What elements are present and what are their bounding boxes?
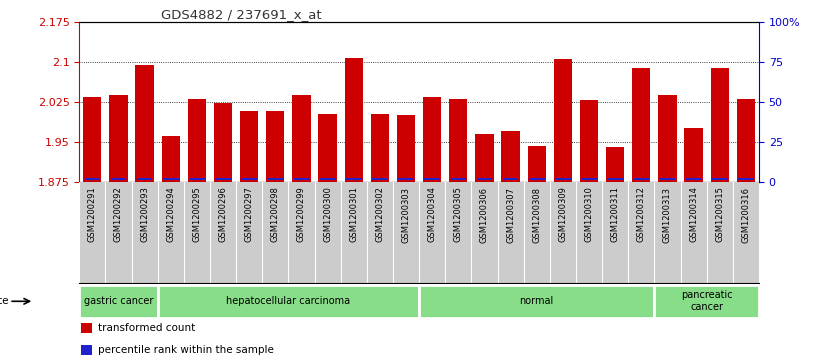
Bar [711, 68, 729, 182]
Text: GSM1200306: GSM1200306 [480, 187, 489, 242]
Text: GSM1200295: GSM1200295 [193, 187, 201, 242]
Text: GSM1200299: GSM1200299 [297, 187, 306, 242]
Bar [81, 323, 92, 333]
Bar [266, 111, 284, 182]
Text: GSM1200309: GSM1200309 [559, 187, 567, 242]
Bar [83, 97, 102, 182]
Text: GSM1200302: GSM1200302 [375, 187, 384, 242]
Bar [292, 95, 310, 182]
Text: GSM1200310: GSM1200310 [585, 187, 594, 242]
Bar [81, 345, 92, 355]
Text: GSM1200305: GSM1200305 [454, 187, 463, 242]
Bar [660, 178, 676, 180]
Text: GSM1200308: GSM1200308 [532, 187, 541, 242]
Bar [450, 178, 466, 180]
Bar [189, 178, 204, 180]
Bar [137, 178, 153, 180]
Bar [188, 99, 206, 182]
Bar [344, 58, 363, 182]
Text: GSM1200316: GSM1200316 [741, 187, 751, 242]
Text: GSM1200292: GSM1200292 [114, 187, 123, 242]
Bar [215, 178, 231, 180]
Bar [529, 178, 545, 180]
Bar [580, 100, 598, 182]
Bar [423, 97, 441, 182]
Bar [658, 95, 676, 182]
Bar [397, 115, 415, 182]
Text: GSM1200297: GSM1200297 [244, 187, 254, 242]
Bar [319, 114, 337, 182]
Bar [685, 128, 703, 182]
Text: GSM1200314: GSM1200314 [689, 187, 698, 242]
Text: GSM1200307: GSM1200307 [506, 187, 515, 242]
Bar [111, 178, 126, 180]
Text: GSM1200300: GSM1200300 [323, 187, 332, 242]
Text: GSM1200298: GSM1200298 [271, 187, 279, 242]
Bar [632, 68, 651, 182]
Text: pancreatic
cancer: pancreatic cancer [681, 290, 732, 312]
Text: GSM1200294: GSM1200294 [166, 187, 175, 242]
Text: GSM1200291: GSM1200291 [88, 187, 97, 242]
Bar [686, 178, 701, 180]
Bar [712, 178, 727, 180]
Bar [346, 178, 361, 180]
Text: GSM1200312: GSM1200312 [637, 187, 646, 242]
Text: disease state: disease state [0, 296, 8, 306]
Bar [477, 178, 492, 180]
Bar [399, 178, 414, 180]
Bar [655, 285, 759, 318]
Bar [475, 134, 494, 182]
Bar [214, 103, 232, 182]
Text: GSM1200303: GSM1200303 [401, 187, 410, 242]
Bar [241, 178, 257, 180]
Text: GDS4882 / 237691_x_at: GDS4882 / 237691_x_at [161, 8, 321, 21]
Bar [738, 178, 754, 180]
Text: percentile rank within the sample: percentile rank within the sample [98, 345, 274, 355]
Bar [79, 285, 158, 318]
Text: GSM1200293: GSM1200293 [140, 187, 149, 242]
Bar [503, 178, 519, 180]
Bar [450, 99, 467, 182]
Bar [606, 147, 625, 182]
Bar [372, 178, 388, 180]
Bar [555, 178, 570, 180]
Bar [319, 178, 335, 180]
Text: GSM1200311: GSM1200311 [610, 187, 620, 242]
Bar [162, 136, 180, 182]
Bar [135, 65, 153, 182]
Text: GSM1200296: GSM1200296 [219, 187, 228, 242]
Bar [294, 178, 309, 180]
Text: normal: normal [520, 296, 554, 306]
Text: hepatocellular carcinoma: hepatocellular carcinoma [226, 296, 350, 306]
Bar [240, 111, 259, 182]
Text: gastric cancer: gastric cancer [83, 296, 153, 306]
Bar [607, 178, 623, 180]
Text: GSM1200313: GSM1200313 [663, 187, 672, 242]
Bar [581, 178, 597, 180]
Bar [528, 146, 546, 182]
Text: transformed count: transformed count [98, 323, 195, 333]
Bar [420, 285, 655, 318]
Bar [425, 178, 440, 180]
Bar [268, 178, 283, 180]
Bar [634, 178, 649, 180]
Text: GSM1200301: GSM1200301 [349, 187, 359, 242]
Bar [501, 131, 520, 182]
Bar [371, 114, 389, 182]
Bar [158, 285, 420, 318]
Text: GSM1200315: GSM1200315 [716, 187, 724, 242]
Bar [736, 99, 755, 182]
Bar [554, 58, 572, 182]
Bar [109, 95, 128, 182]
Bar [84, 178, 100, 180]
Text: GSM1200304: GSM1200304 [428, 187, 437, 242]
Bar [163, 178, 178, 180]
